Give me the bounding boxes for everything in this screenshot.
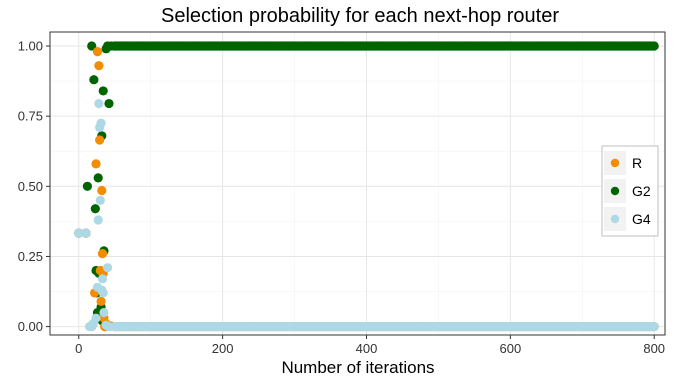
data-point bbox=[102, 263, 113, 273]
x-tick-label: 600 bbox=[499, 341, 521, 356]
data-point bbox=[117, 321, 127, 332]
y-tick-label: 0.00 bbox=[18, 319, 43, 334]
data-point bbox=[104, 98, 114, 109]
y-tick-label: 0.75 bbox=[18, 109, 43, 124]
data-points bbox=[74, 41, 659, 332]
data-point bbox=[96, 118, 106, 128]
data-point bbox=[110, 41, 120, 51]
data-point bbox=[649, 321, 659, 332]
legend-key-g2 bbox=[610, 186, 620, 196]
plot-background bbox=[50, 32, 665, 335]
data-point bbox=[131, 321, 141, 332]
data-point bbox=[81, 228, 91, 238]
legend-label-g2: G2 bbox=[632, 183, 651, 199]
series-g4 bbox=[74, 98, 659, 332]
data-point bbox=[93, 215, 103, 225]
data-point bbox=[95, 195, 105, 205]
data-point bbox=[96, 296, 106, 306]
axes: 0 200 400 600 800 0.00 0.25 0.50 0.75 1.00 bbox=[18, 31, 666, 356]
legend-label-g4: G4 bbox=[632, 211, 651, 227]
data-point bbox=[99, 307, 109, 318]
data-point bbox=[91, 313, 101, 323]
data-point bbox=[97, 274, 108, 284]
data-point bbox=[97, 185, 107, 196]
legend-key-r bbox=[610, 158, 620, 168]
data-point bbox=[97, 249, 108, 259]
chart-title: Selection probability for each next-hop … bbox=[161, 5, 559, 27]
plot-border bbox=[49, 31, 666, 336]
data-point bbox=[90, 204, 100, 214]
x-tick-label: 400 bbox=[356, 341, 378, 356]
data-point bbox=[94, 98, 104, 109]
x-tick-label: 0 bbox=[75, 341, 82, 356]
series-g2 bbox=[74, 41, 659, 326]
data-point bbox=[94, 61, 104, 71]
data-point bbox=[87, 41, 97, 51]
data-point bbox=[110, 321, 120, 332]
data-point bbox=[82, 181, 93, 191]
data-point bbox=[95, 135, 105, 145]
plot-panel bbox=[50, 32, 665, 335]
legend: R G2 G4 bbox=[601, 145, 659, 237]
data-point bbox=[91, 159, 101, 169]
y-tick-label: 1.00 bbox=[18, 39, 43, 54]
y-tick-label: 0.25 bbox=[18, 249, 43, 264]
data-point bbox=[649, 41, 659, 51]
data-point bbox=[98, 288, 108, 298]
x-tick-label: 800 bbox=[643, 341, 665, 356]
legend-key-g4 bbox=[610, 214, 620, 224]
data-point bbox=[98, 86, 108, 96]
x-tick-label: 200 bbox=[212, 341, 234, 356]
y-tick-label: 0.50 bbox=[18, 179, 43, 194]
data-point bbox=[74, 228, 84, 238]
legend-label-r: R bbox=[632, 155, 642, 171]
data-point bbox=[92, 47, 103, 57]
data-point bbox=[89, 75, 99, 85]
data-point bbox=[93, 173, 103, 183]
x-axis-label: Number of iterations bbox=[281, 358, 434, 377]
